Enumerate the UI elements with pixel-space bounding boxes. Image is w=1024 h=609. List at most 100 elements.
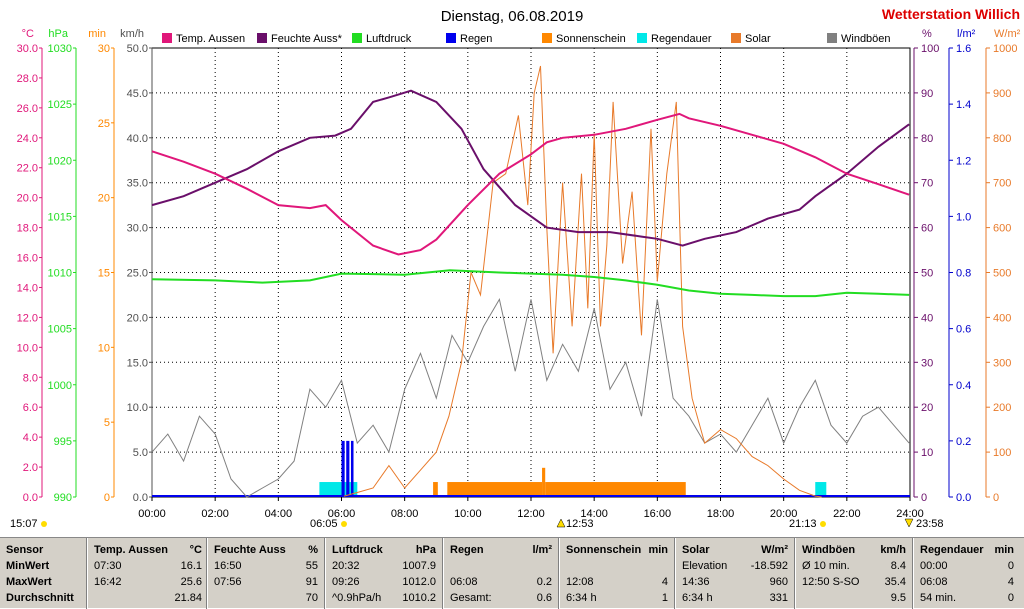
tick-label-kmh: 5.0 (133, 447, 148, 459)
table-cell-label: 06:08 (450, 576, 478, 588)
table-separator (674, 538, 676, 609)
x-tick-label: 16:00 (644, 508, 672, 520)
legend-swatch (637, 33, 647, 43)
table-cell-value: 55 (305, 560, 318, 572)
tick-label-kmh: 45.0 (127, 88, 148, 100)
bar-sonnenschein (447, 482, 543, 497)
row-label-max: MaxWert (6, 576, 52, 588)
tick-label-kmh: 40.0 (127, 133, 148, 145)
x-tick-label: 02:00 (201, 508, 229, 520)
row-label-sensor: Sensor (6, 544, 44, 556)
legend-swatch (162, 33, 172, 43)
row-label-avg: Durchschnitt (6, 592, 74, 604)
table-cell-value: 4 (1007, 576, 1014, 588)
tick-label-lm2: 0.6 (956, 324, 971, 336)
tick-label-wm2: 600 (993, 223, 1011, 235)
tick-label-lm2: 1.4 (956, 99, 971, 111)
tick-label-lm2: 1.6 (956, 43, 971, 55)
table-cell-value: 0 (1007, 592, 1014, 604)
table-cell-value: 0.6 (536, 592, 552, 604)
sun-icon (820, 521, 826, 527)
table-cell-label: 14:36 (682, 576, 710, 588)
tick-label-pct: 0 (921, 492, 927, 504)
x-tick-label: 20:00 (770, 508, 798, 520)
table-cell-value: 0 (1007, 560, 1014, 572)
series-solar (343, 65, 822, 498)
table-separator (86, 538, 88, 609)
tick-label-lm2: 0.8 (956, 268, 971, 280)
tick-label-wm2: 500 (993, 268, 1011, 280)
tick-label-temp: 6.0 (23, 402, 38, 414)
tick-label-hpa: 1010 (48, 268, 72, 280)
tick-label-temp: 10.0 (17, 342, 38, 354)
tick-label-hpa: 990 (54, 492, 72, 504)
marker-label-sunrise: 06:05 (310, 518, 338, 530)
table-col-header: Regen (450, 544, 484, 556)
table-cell-label: 07:30 (94, 560, 122, 572)
x-tick-label: 06:00 (328, 508, 356, 520)
table-col-unit: °C (189, 544, 202, 556)
tick-label-lm2: 0.0 (956, 492, 971, 504)
x-tick-label: 00:00 (138, 508, 166, 520)
table-cell-label: 00:00 (920, 560, 948, 572)
table-col-unit: l/m² (532, 544, 552, 556)
table-cell-value: 70 (305, 592, 318, 604)
table-separator (324, 538, 326, 609)
bar-sonnenschein (542, 467, 546, 497)
table-separator (442, 538, 444, 609)
tick-label-min: 15 (98, 268, 110, 280)
tick-label-wm2: 900 (993, 88, 1011, 100)
legend-label: Luftdruck (366, 33, 412, 45)
tick-label-pct: 10 (921, 447, 933, 459)
sun-icon (341, 521, 347, 527)
tick-label-wm2: 0 (993, 492, 999, 504)
legend-swatch (542, 33, 552, 43)
tick-label-wm2: 400 (993, 312, 1011, 324)
tick-label-wm2: 300 (993, 357, 1011, 369)
tick-label-lm2: 0.4 (956, 380, 971, 392)
tick-label-wm2: 800 (993, 133, 1011, 145)
axis-unit-min: min (88, 28, 106, 40)
moon-icon (904, 518, 914, 528)
tick-label-min: 20 (98, 193, 110, 205)
table-col-unit: hPa (415, 544, 436, 556)
table-cell-value: 91 (305, 576, 318, 588)
tick-label-lm2: 1.0 (956, 211, 971, 223)
legend-label: Solar (745, 33, 771, 45)
tick-label-temp: 2.0 (23, 462, 38, 474)
tick-label-wm2: 1000 (993, 43, 1017, 55)
tick-label-kmh: 15.0 (127, 357, 148, 369)
x-tick-label: 12:00 (517, 508, 545, 520)
tick-label-kmh: 50.0 (127, 43, 148, 55)
table-cell-label: 54 min. (920, 592, 957, 604)
tick-label-temp: 28.0 (17, 73, 38, 85)
tick-label-min: 25 (98, 118, 110, 130)
tick-label-temp: 30.0 (17, 43, 38, 55)
table-col-header: Regendauer (920, 544, 984, 556)
tick-label-lm2: 1.2 (956, 155, 971, 167)
table-col-header: Windböen (802, 544, 856, 556)
table-cell-label: Gesamt: (450, 592, 492, 604)
tick-label-pct: 90 (921, 88, 933, 100)
bar-regen (350, 440, 354, 497)
tick-label-min: 10 (98, 342, 110, 354)
table-col-unit: W/m² (761, 544, 788, 556)
sun-icon (41, 521, 47, 527)
table-col-unit: min (648, 544, 668, 556)
table-cell-value: 331 (769, 592, 788, 604)
legend-swatch (257, 33, 267, 43)
table-cell-value: 0.2 (536, 576, 552, 588)
x-tick-label: 22:00 (833, 508, 861, 520)
tick-label-min: 0 (104, 492, 110, 504)
tick-label-wm2: 700 (993, 178, 1011, 190)
table-cell-value: 35.4 (884, 576, 906, 588)
legend-swatch (731, 33, 741, 43)
table-col-unit: min (994, 544, 1014, 556)
table-cell-value: 25.6 (180, 576, 202, 588)
table-cell-value: 960 (769, 576, 788, 588)
table-col-header: Solar (682, 544, 710, 556)
table-cell-value: 8.4 (890, 560, 906, 572)
bar-regendauer (319, 482, 342, 497)
x-tick-label: 08:00 (391, 508, 419, 520)
tick-label-hpa: 1030 (48, 43, 72, 55)
